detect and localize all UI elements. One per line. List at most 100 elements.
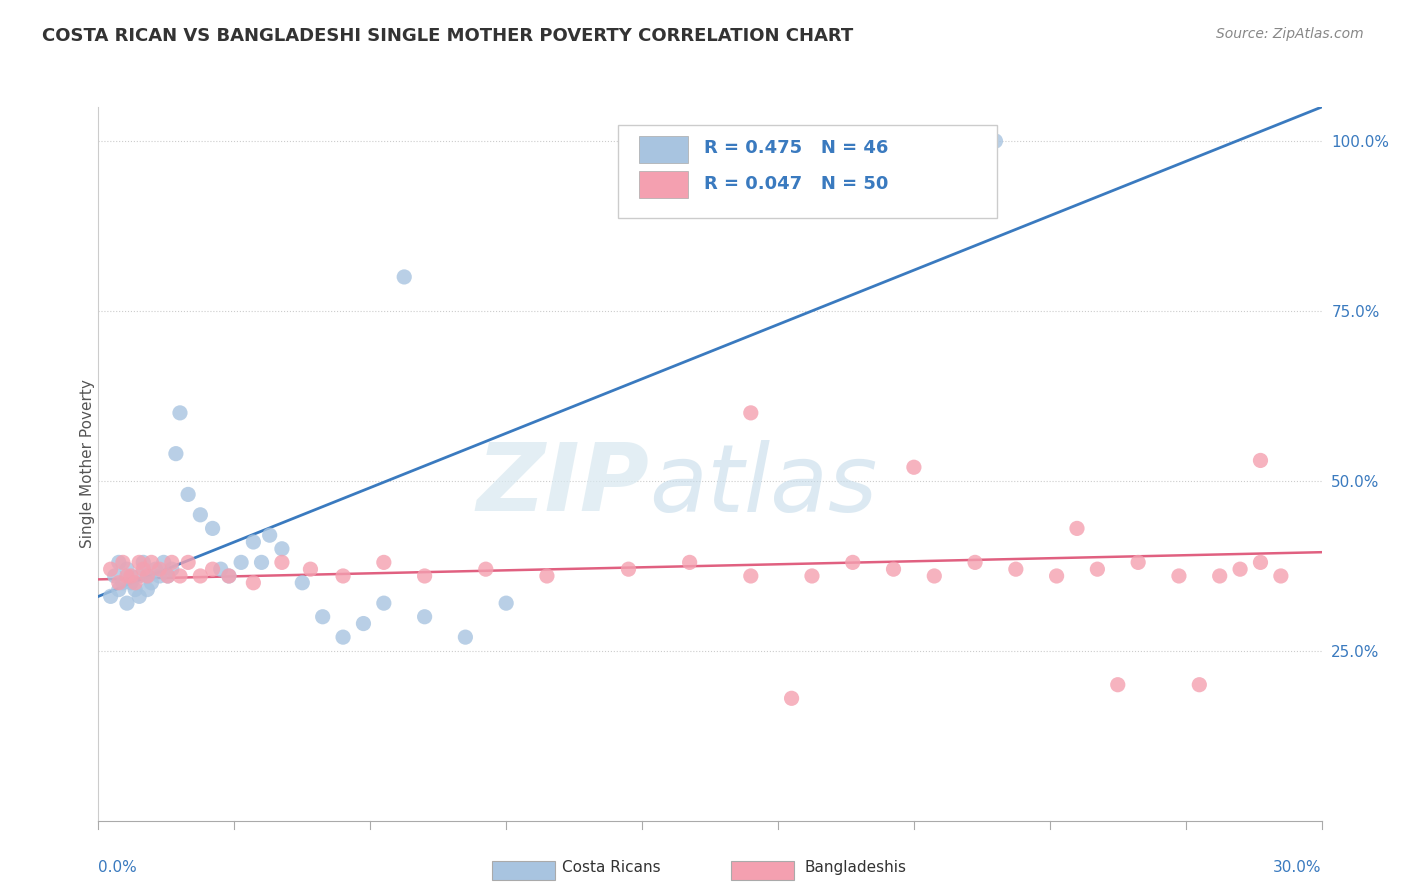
Point xyxy=(250,555,273,569)
Point xyxy=(299,562,322,576)
Point xyxy=(740,406,762,420)
Point xyxy=(1188,678,1211,692)
Point xyxy=(111,575,134,590)
Point xyxy=(120,569,142,583)
Point xyxy=(149,569,172,583)
Point xyxy=(780,691,803,706)
FancyBboxPatch shape xyxy=(640,171,688,198)
Point xyxy=(270,541,294,556)
Point xyxy=(145,562,167,576)
Point xyxy=(1045,569,1069,583)
Point xyxy=(177,487,200,501)
Y-axis label: Single Mother Poverty: Single Mother Poverty xyxy=(80,379,94,549)
Text: Source: ZipAtlas.com: Source: ZipAtlas.com xyxy=(1216,27,1364,41)
Text: 0.0%: 0.0% xyxy=(98,860,138,875)
Point xyxy=(903,460,925,475)
Point xyxy=(169,569,191,583)
Point xyxy=(111,555,134,569)
Point xyxy=(943,134,966,148)
Point xyxy=(124,575,146,590)
Point xyxy=(136,569,159,583)
Point xyxy=(536,569,558,583)
Point xyxy=(128,555,150,569)
Point xyxy=(136,582,159,597)
Point xyxy=(1209,569,1232,583)
Point xyxy=(218,569,240,583)
Point xyxy=(984,134,1007,148)
Point xyxy=(1249,453,1271,467)
Point xyxy=(209,562,232,576)
Text: R = 0.475   N = 46: R = 0.475 N = 46 xyxy=(704,139,889,157)
Point xyxy=(108,575,131,590)
Point xyxy=(160,562,183,576)
Point xyxy=(177,555,200,569)
Text: R = 0.047   N = 50: R = 0.047 N = 50 xyxy=(704,175,889,193)
FancyBboxPatch shape xyxy=(619,125,997,218)
Point xyxy=(883,562,905,576)
Point xyxy=(1249,555,1271,569)
Point xyxy=(149,562,172,576)
Point xyxy=(801,569,824,583)
Point xyxy=(413,609,436,624)
Point xyxy=(332,569,354,583)
Point xyxy=(1066,521,1088,535)
Point xyxy=(160,555,183,569)
Point xyxy=(152,555,174,569)
Point xyxy=(242,575,264,590)
Point xyxy=(128,569,150,583)
Point xyxy=(291,575,314,590)
Point xyxy=(201,562,224,576)
Point xyxy=(1229,562,1251,576)
Point xyxy=(352,616,374,631)
Point xyxy=(231,555,253,569)
Point xyxy=(132,562,155,576)
Point xyxy=(124,582,146,597)
Point xyxy=(115,569,138,583)
Point xyxy=(108,582,131,597)
Point xyxy=(454,630,477,644)
Point xyxy=(270,555,294,569)
Point xyxy=(617,562,640,576)
Point xyxy=(1085,562,1108,576)
Point xyxy=(392,269,416,284)
Point xyxy=(821,134,844,148)
Point xyxy=(312,609,335,624)
Point xyxy=(965,555,987,569)
Point xyxy=(128,590,150,604)
Point xyxy=(495,596,517,610)
Point xyxy=(617,134,640,148)
Point xyxy=(169,406,191,420)
Point xyxy=(108,555,131,569)
Point xyxy=(104,569,127,583)
Point xyxy=(218,569,240,583)
Point xyxy=(188,569,212,583)
Text: Costa Ricans: Costa Ricans xyxy=(562,861,661,875)
Point xyxy=(100,590,122,604)
Point xyxy=(699,134,721,148)
Point xyxy=(259,528,281,542)
Point xyxy=(679,555,702,569)
Point xyxy=(373,596,395,610)
Point xyxy=(136,569,159,583)
Point xyxy=(373,555,395,569)
Point xyxy=(120,575,142,590)
Point xyxy=(132,555,155,569)
Point xyxy=(156,569,179,583)
Point xyxy=(1167,569,1189,583)
Point xyxy=(332,630,354,644)
Point xyxy=(165,447,187,461)
Point xyxy=(841,555,863,569)
Point xyxy=(1004,562,1026,576)
Point xyxy=(100,562,122,576)
Point xyxy=(1128,555,1150,569)
Point xyxy=(1107,678,1129,692)
Text: Bangladeshis: Bangladeshis xyxy=(804,861,907,875)
Point xyxy=(474,562,498,576)
Point xyxy=(413,569,436,583)
Point xyxy=(115,562,138,576)
Point xyxy=(922,569,945,583)
Text: ZIP: ZIP xyxy=(477,439,650,532)
Point xyxy=(156,569,179,583)
Point xyxy=(141,555,163,569)
Point xyxy=(242,535,264,549)
